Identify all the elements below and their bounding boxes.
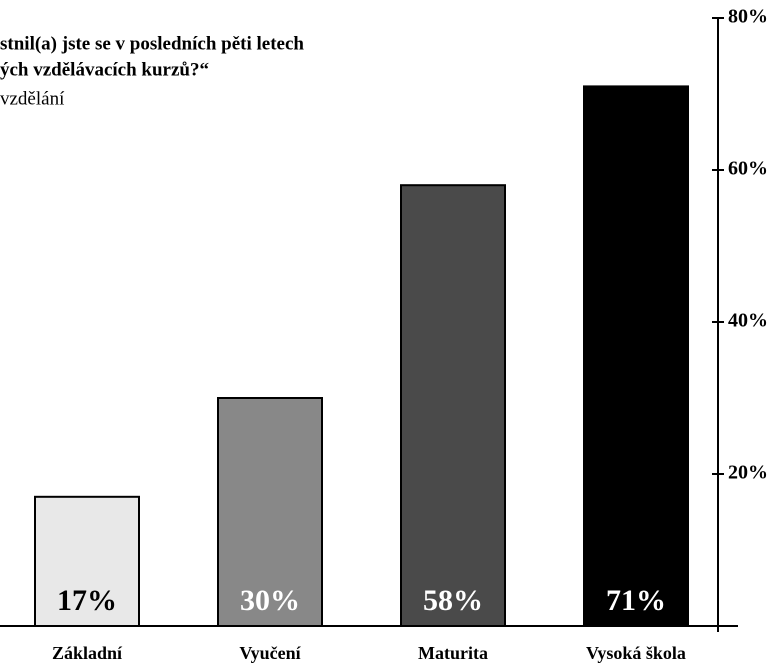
value-label: 17%: [57, 584, 117, 617]
y-tick-label: 20%: [728, 462, 768, 484]
bar: [400, 184, 506, 627]
x-tick-label: Vyučení: [239, 643, 301, 663]
chart-subtitle: vzdělání: [0, 88, 65, 109]
y-tick-label: 80%: [728, 6, 768, 28]
bar: [583, 85, 689, 627]
x-tick-label: Maturita: [418, 643, 488, 663]
bar: [217, 397, 323, 627]
value-label: 58%: [423, 584, 483, 617]
chart-title: ých vzdělávacích kurzů?“: [0, 59, 209, 80]
y-tick-label: 60%: [728, 158, 768, 180]
bar: [34, 495, 140, 627]
x-tick-label: Vysoká škola: [586, 643, 686, 663]
x-tick-label: Základní: [52, 643, 123, 663]
value-label: 30%: [240, 584, 300, 617]
value-label: 71%: [606, 584, 666, 617]
y-tick-label: 40%: [728, 310, 768, 332]
chart-title: stnil(a) jste se v posledních pěti letec…: [0, 33, 304, 54]
